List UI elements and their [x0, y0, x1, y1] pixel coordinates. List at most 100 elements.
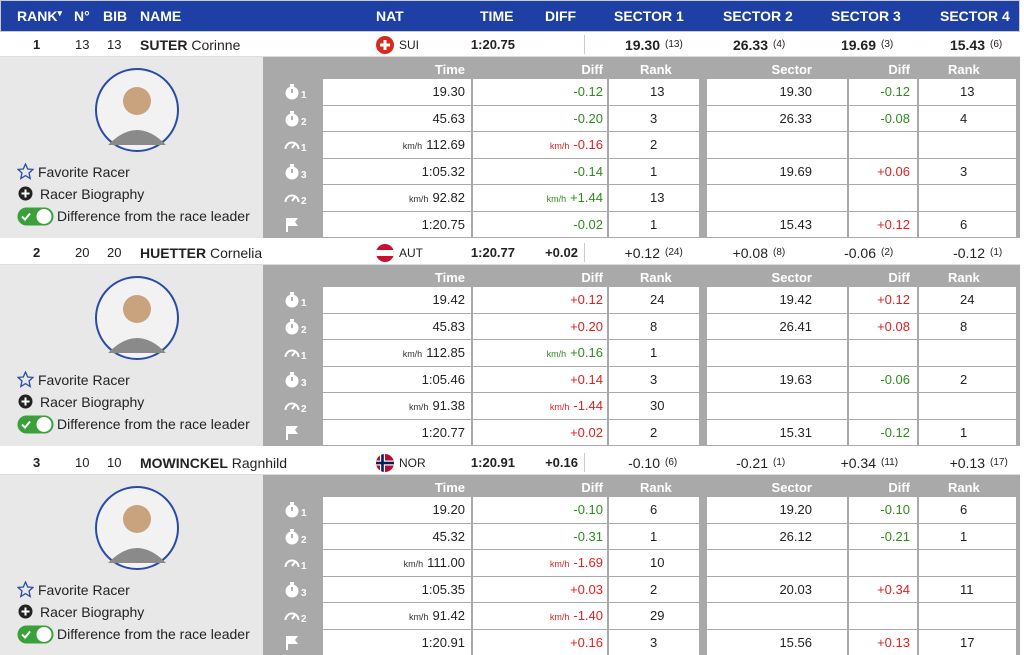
sector-value: 15.43 — [949, 37, 985, 53]
value: 1:05.35 — [421, 581, 465, 597]
unit: km/h — [549, 559, 570, 569]
split-cell — [707, 497, 847, 523]
split-cell — [323, 340, 471, 366]
split-cell — [919, 105, 1016, 131]
racer-row — [0, 240, 1020, 265]
sector-time: 26.12 — [779, 528, 812, 544]
star-icon[interactable] — [17, 581, 34, 598]
panel-link[interactable]: Difference from the race leader — [57, 416, 250, 432]
header-bar — [0, 0, 1020, 32]
split-cell — [707, 576, 847, 602]
time: 1:20.75 — [470, 37, 515, 52]
column-header: NAT — [376, 8, 404, 24]
sector-time: 19.30 — [779, 84, 812, 99]
value: -1.69 — [573, 555, 603, 570]
value: +0.02 — [570, 424, 603, 440]
split-cell — [473, 497, 607, 523]
toggle[interactable] — [17, 207, 54, 226]
split-cell — [849, 105, 917, 131]
split-cell — [707, 211, 847, 237]
unit: km/h — [403, 559, 424, 569]
split-cell — [919, 629, 1016, 655]
value: -0.14 — [573, 163, 603, 179]
split-index: 2 — [301, 404, 307, 415]
split-rank: 6 — [650, 502, 658, 517]
sector-rank: (3) — [881, 39, 894, 50]
panel-link[interactable]: Favorite Racer — [38, 582, 130, 598]
toggle[interactable] — [17, 415, 54, 434]
panel-link[interactable]: Favorite Racer — [38, 164, 130, 180]
value: 91.38 — [432, 398, 465, 413]
split-column-header: Diff — [581, 270, 603, 285]
value: +1.44 — [570, 190, 603, 205]
split-cell — [707, 523, 847, 549]
number: 13 — [75, 37, 90, 52]
sector-value: +0.08 — [732, 245, 768, 261]
split-icon — [285, 528, 299, 544]
split-diff: km/h +0.16 — [547, 345, 603, 360]
split-rank: 3 — [650, 110, 658, 126]
split-time: 1:05.35 — [422, 582, 465, 597]
split-time: 1:05.46 — [422, 372, 465, 387]
panel-link[interactable]: Racer Biography — [40, 186, 145, 202]
toggle[interactable] — [17, 625, 54, 644]
panel-link[interactable]: Racer Biography — [40, 394, 145, 410]
sector-time: 15.31 — [779, 424, 812, 440]
split-icon — [285, 371, 299, 387]
sector-value: 19.30 — [624, 37, 660, 53]
plus-icon[interactable] — [18, 186, 33, 201]
panel-link[interactable]: Favorite Racer — [38, 372, 130, 388]
racer-photo — [95, 276, 179, 360]
split-cell — [473, 79, 607, 105]
split-diff: -0.31 — [573, 529, 603, 544]
split-cell — [707, 550, 847, 576]
star-icon[interactable] — [17, 371, 34, 388]
split-rank: 2 — [650, 424, 658, 440]
nat: NOR — [399, 456, 426, 470]
rank: 1 — [33, 37, 41, 52]
sector-diff: -0.12 — [880, 424, 910, 440]
panel-link[interactable]: Difference from the race leader — [57, 208, 250, 224]
split-icon — [284, 141, 300, 150]
plus-icon[interactable] — [18, 394, 33, 409]
sector-rank: 6 — [960, 216, 968, 232]
time: 1:20.77 — [470, 245, 515, 260]
split-cell — [609, 550, 699, 576]
split-rank: 3 — [650, 634, 658, 650]
split-cell — [323, 497, 471, 523]
split-cell — [849, 603, 917, 629]
split-icon — [284, 349, 300, 358]
value: +0.14 — [570, 371, 603, 387]
divider — [584, 243, 585, 262]
value: +0.16 — [570, 634, 603, 650]
sector-diff: -0.06 — [880, 371, 910, 387]
split-cell — [707, 419, 847, 445]
plus-icon[interactable] — [18, 604, 33, 619]
value: -1.44 — [573, 398, 603, 413]
column-header: DIFF — [545, 8, 577, 24]
split-cell — [473, 340, 607, 366]
last-name: HUETTER — [140, 245, 207, 261]
first-name: Ragnhild — [231, 455, 288, 471]
split-cell — [849, 576, 917, 602]
split-cell — [707, 313, 847, 339]
unit: km/h — [402, 349, 423, 359]
split-cell — [849, 523, 917, 549]
star-icon[interactable] — [17, 163, 34, 180]
panel-link[interactable]: Racer Biography — [40, 604, 145, 620]
split-cell — [473, 393, 607, 419]
sector-rank: (2) — [881, 247, 894, 258]
sector-rank: (4) — [773, 39, 786, 50]
sector-diff: -0.12 — [880, 84, 910, 99]
sector-diff: -0.10 — [880, 502, 910, 517]
sector-value: +0.13 — [949, 455, 985, 471]
split-diff: +0.20 — [570, 319, 603, 334]
panel-link[interactable]: Difference from the race leader — [57, 626, 250, 642]
value: -0.31 — [573, 528, 603, 544]
value: 45.32 — [432, 528, 465, 544]
column-header: N° — [74, 8, 90, 24]
sector-rank: 8 — [960, 318, 968, 334]
split-icon — [285, 84, 299, 100]
split-cell — [707, 340, 847, 366]
